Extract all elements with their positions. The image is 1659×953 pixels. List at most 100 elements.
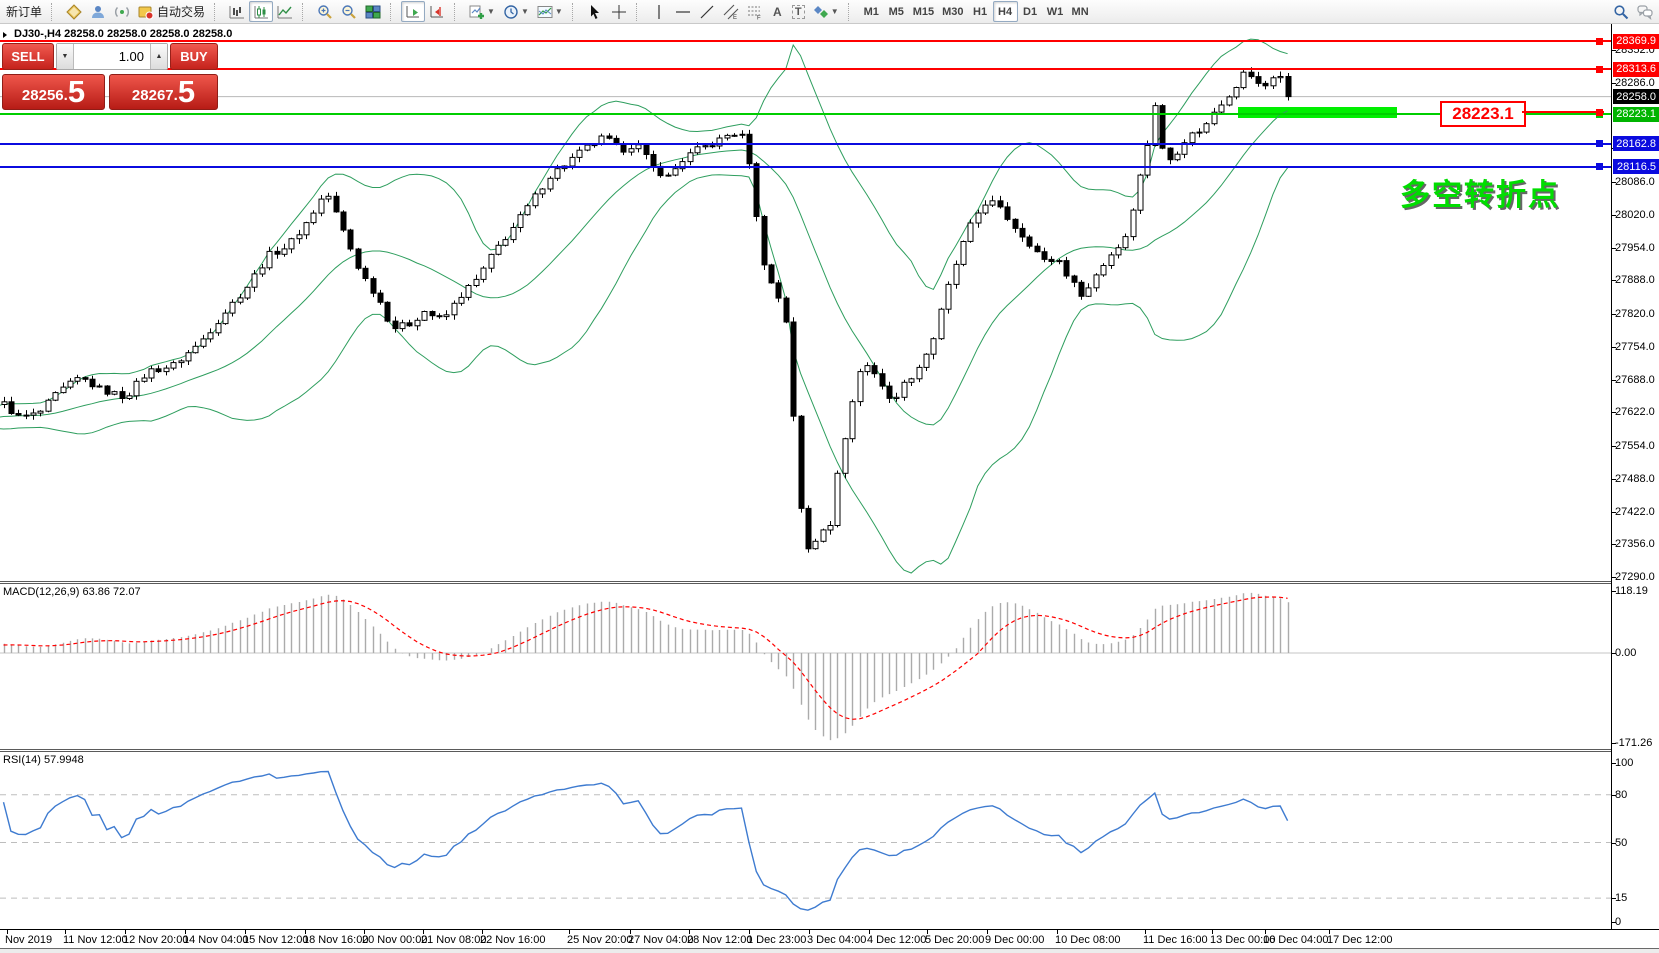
line-chart-icon[interactable] — [273, 1, 297, 22]
candle-body — [1137, 174, 1144, 211]
horizontal-line-28369.9[interactable] — [0, 40, 1611, 43]
text-label-icon[interactable]: T — [788, 1, 809, 22]
metaeditor-icon[interactable] — [62, 1, 86, 22]
sell-button[interactable]: SELL — [2, 43, 54, 70]
timeframe-d1[interactable]: D1 — [1023, 5, 1038, 18]
rsi-chart — [0, 770, 1611, 911]
candle-body — [1093, 274, 1100, 289]
indicators-button[interactable]: ▼ — [465, 1, 499, 22]
signals-icon[interactable] — [110, 1, 134, 22]
line-handle[interactable] — [1596, 65, 1603, 73]
timeframe-m30[interactable]: M30 — [942, 5, 964, 18]
time-tick — [927, 930, 928, 934]
new-order-button[interactable]: 新订单 — [6, 5, 43, 19]
zoom-in-icon[interactable] — [313, 1, 337, 22]
line-handle[interactable] — [1596, 163, 1603, 171]
candle-body — [687, 152, 694, 163]
candlestick-chart — [0, 38, 1611, 574]
time-label: 16 Dec 04:00 — [1263, 934, 1329, 946]
candle-body — [1211, 111, 1218, 125]
volume-value[interactable]: 1.00 — [118, 49, 144, 64]
panel-separator[interactable] — [0, 581, 1659, 584]
fibonacci-icon[interactable]: F — [743, 1, 767, 22]
volume-increase-button[interactable]: ▲ — [150, 44, 167, 69]
timeframe-m15[interactable]: M15 — [912, 5, 935, 18]
timeframe-mn[interactable]: MN — [1071, 5, 1089, 18]
time-tick — [869, 930, 870, 934]
candle-body — [1034, 245, 1041, 253]
horizontal-line-28162.8[interactable] — [0, 142, 1611, 145]
bar-chart-icon[interactable] — [225, 1, 249, 22]
candle-body — [89, 378, 96, 388]
candlestick-icon[interactable] — [249, 1, 274, 22]
price-axis[interactable]: 28352.028286.028154.028086.028020.027954… — [1611, 24, 1659, 929]
horizontal-line-28223.1[interactable] — [0, 113, 1611, 115]
line-handle[interactable] — [1596, 37, 1603, 45]
candle-body — [746, 133, 753, 165]
cursor-icon[interactable] — [583, 1, 607, 22]
candle-body — [8, 401, 15, 414]
candle-body — [1285, 76, 1292, 98]
shapes-button[interactable]: ▼ — [809, 1, 843, 22]
candle-body — [207, 332, 214, 340]
horizontal-line-icon[interactable] — [671, 1, 695, 22]
templates-button[interactable]: ▼ — [533, 1, 567, 22]
sell-price-main: 28256 — [21, 87, 64, 104]
vertical-line-icon[interactable] — [647, 1, 671, 22]
candle-body — [436, 315, 443, 318]
timeframe-m5[interactable]: M5 — [888, 5, 904, 18]
candle-body — [864, 365, 871, 373]
candle-body — [930, 338, 937, 355]
candle-body — [1026, 236, 1033, 247]
candle-body — [421, 311, 428, 321]
annotation-text[interactable]: 多空转折点 — [1400, 179, 1560, 212]
candle-body — [945, 283, 952, 310]
buy-price-box[interactable]: 28267. 5 — [109, 74, 218, 110]
time-label: 9 Dec 00:00 — [985, 934, 1045, 946]
zoom-out-icon[interactable] — [337, 1, 361, 22]
axis-tick-dash — [1612, 511, 1616, 513]
auto-scroll-icon[interactable] — [401, 1, 426, 22]
candle-body — [524, 205, 531, 216]
buy-button[interactable]: BUY — [170, 43, 218, 70]
candle-body — [1218, 104, 1225, 113]
price-label-box[interactable]: 28223.1 — [1440, 101, 1526, 127]
mql5-community-icon[interactable] — [86, 1, 110, 22]
toolbar-separator — [390, 2, 397, 21]
periods-button[interactable]: ▼ — [499, 1, 533, 22]
chat-icon[interactable] — [1633, 1, 1657, 22]
candle-body — [200, 338, 207, 347]
candle-body — [465, 285, 472, 298]
candle-wicks — [4, 67, 1289, 553]
axis-tick-dash — [1612, 577, 1616, 578]
timeframe-h1[interactable]: H1 — [973, 5, 988, 18]
volume-stepper: ▼ 1.00 ▲ — [56, 43, 168, 70]
time-tick — [305, 930, 306, 934]
horizontal-line-28313.6[interactable] — [0, 68, 1611, 71]
time-label: 27 Nov 04:00 — [628, 934, 694, 946]
timeframe-m1[interactable]: M1 — [863, 5, 879, 18]
support-zone-bar[interactable] — [1238, 107, 1397, 118]
arrows-icon[interactable]: A — [772, 4, 782, 19]
time-tick — [125, 930, 126, 934]
autotrading-button[interactable]: 自动交易 — [134, 1, 209, 22]
volume-decrease-button[interactable]: ▼ — [57, 44, 74, 69]
candle-body — [443, 314, 450, 318]
panel-separator[interactable] — [0, 749, 1659, 752]
tile-windows-icon[interactable] — [361, 1, 385, 22]
equidistant-channel-icon[interactable]: E — [719, 1, 743, 22]
chart-shift-icon[interactable] — [425, 1, 449, 22]
line-handle[interactable] — [1596, 140, 1603, 148]
horizontal-line-28116.5[interactable] — [0, 165, 1611, 168]
time-axis[interactable]: Nov 2019 11 Nov 12:00 12 Nov 20:00 14 Nov 0… — [0, 929, 1659, 948]
candle-body — [820, 529, 827, 542]
candle-body — [635, 144, 642, 150]
search-icon[interactable] — [1609, 1, 1633, 22]
timeframe-h4[interactable]: H4 — [992, 1, 1018, 22]
trendline-icon[interactable] — [695, 1, 719, 22]
time-tick — [482, 930, 483, 934]
candle-body — [52, 392, 59, 401]
timeframe-w1[interactable]: W1 — [1046, 5, 1064, 18]
sell-price-box[interactable]: 28256. 5 — [2, 74, 105, 110]
crosshair-icon[interactable] — [607, 1, 631, 22]
